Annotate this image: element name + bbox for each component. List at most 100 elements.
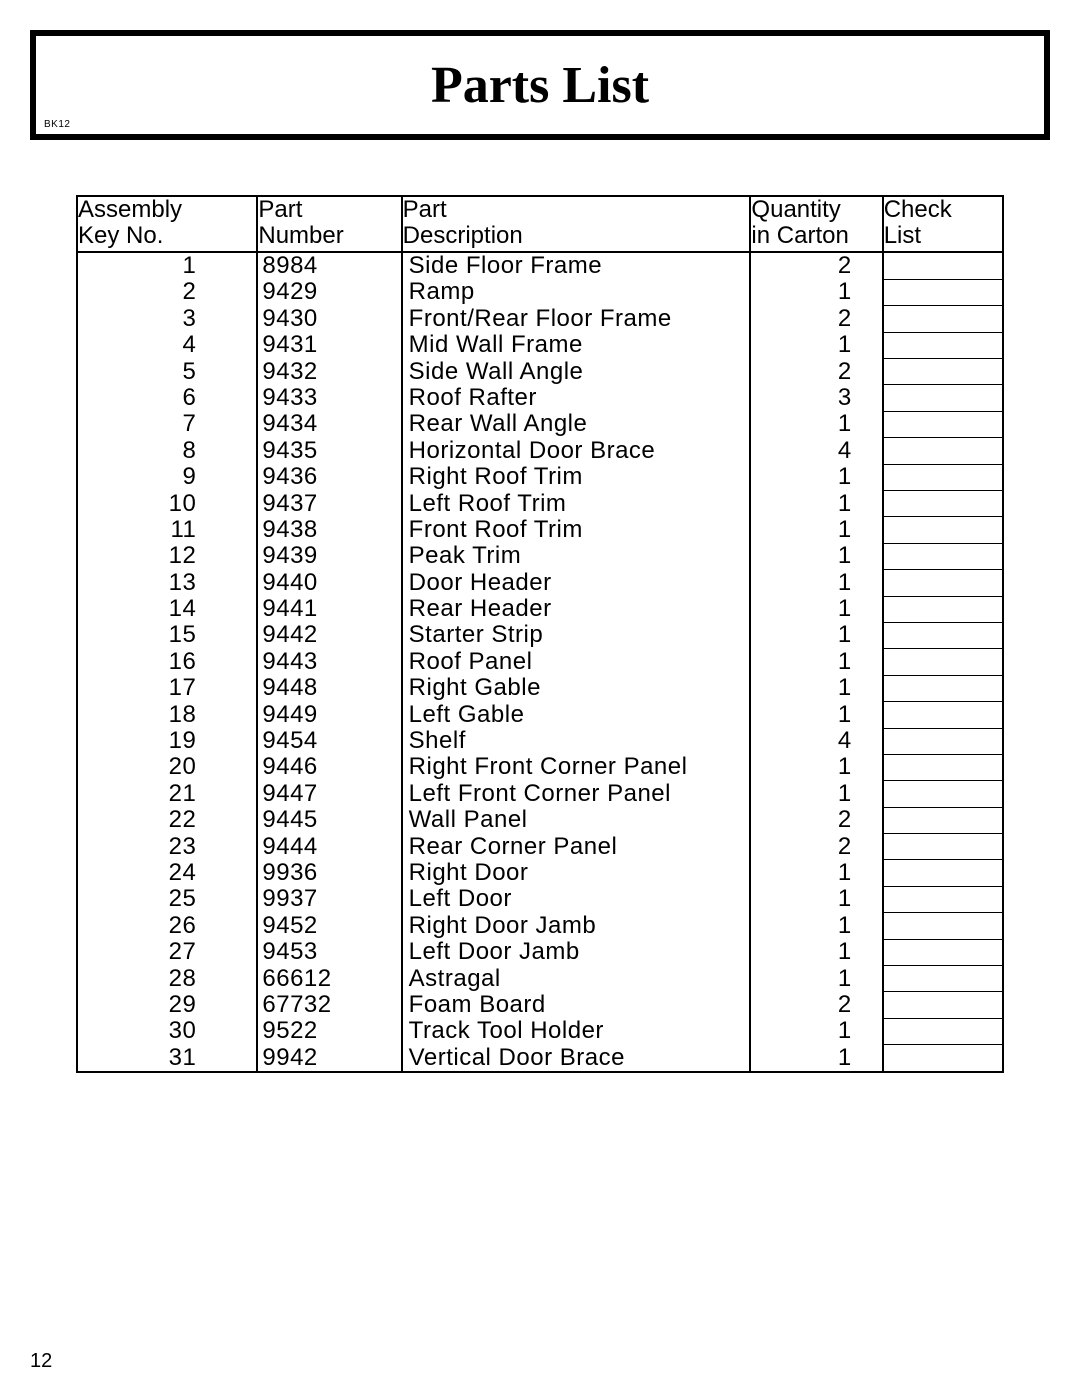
cell-qty: 1 (750, 913, 882, 939)
cell-part: 9443 (257, 649, 401, 675)
cell-part: 9446 (257, 754, 401, 780)
cell-qty: 1 (750, 649, 882, 675)
cell-desc: Right Front Corner Panel (402, 754, 751, 780)
cell-check (883, 491, 1003, 517)
cell-desc: Front/Rear Floor Frame (402, 306, 751, 332)
cell-check (883, 992, 1003, 1018)
table-row: 59432Side Wall Angle2 (77, 359, 1003, 385)
cell-key: 30 (77, 1018, 257, 1044)
table-row: 249936Right Door1 (77, 860, 1003, 886)
cell-check (883, 279, 1003, 305)
cell-desc: Right Door (402, 860, 751, 886)
table-row: 2967732Foam Board2 (77, 992, 1003, 1018)
table-row: 319942Vertical Door Brace1 (77, 1045, 1003, 1072)
cell-qty: 1 (750, 517, 882, 543)
cell-part: 9448 (257, 675, 401, 701)
col-header-part: Part Number (257, 196, 401, 252)
cell-check (883, 939, 1003, 965)
cell-part: 9432 (257, 359, 401, 385)
table-row: 239444Rear Corner Panel2 (77, 834, 1003, 860)
cell-key: 11 (77, 517, 257, 543)
cell-qty: 1 (750, 1018, 882, 1044)
parts-table: Assembly Key No. Part Number Part Descri… (76, 195, 1004, 1073)
cell-key: 3 (77, 306, 257, 332)
cell-key: 17 (77, 675, 257, 701)
cell-part: 9454 (257, 728, 401, 754)
table-row: 89435Horizontal Door Brace4 (77, 438, 1003, 464)
cell-desc: Peak Trim (402, 543, 751, 569)
cell-key: 21 (77, 781, 257, 807)
cell-key: 13 (77, 570, 257, 596)
cell-desc: Left Gable (402, 702, 751, 728)
cell-check (883, 359, 1003, 385)
cell-part: 8984 (257, 252, 401, 279)
col-header-check: Check List (883, 196, 1003, 252)
table-row: 39430Front/Rear Floor Frame2 (77, 306, 1003, 332)
cell-key: 7 (77, 411, 257, 437)
cell-key: 19 (77, 728, 257, 754)
table-row: 259937Left Door1 (77, 886, 1003, 912)
cell-key: 27 (77, 939, 257, 965)
cell-key: 14 (77, 596, 257, 622)
cell-part: 9442 (257, 622, 401, 648)
table-row: 109437Left Roof Trim1 (77, 491, 1003, 517)
page-number: 12 (30, 1350, 52, 1373)
cell-check (883, 675, 1003, 701)
table-row: 119438Front Roof Trim1 (77, 517, 1003, 543)
cell-part: 9445 (257, 807, 401, 833)
cell-desc: Rear Wall Angle (402, 411, 751, 437)
cell-qty: 4 (750, 438, 882, 464)
table-row: 269452Right Door Jamb1 (77, 913, 1003, 939)
cell-part: 9441 (257, 596, 401, 622)
parts-table-body: 18984Side Floor Frame229429Ramp139430Fro… (77, 252, 1003, 1072)
cell-check (883, 438, 1003, 464)
cell-desc: Side Floor Frame (402, 252, 751, 279)
parts-table-wrap: Assembly Key No. Part Number Part Descri… (76, 195, 1004, 1073)
cell-desc: Wall Panel (402, 807, 751, 833)
cell-qty: 1 (750, 279, 882, 305)
cell-part: 9453 (257, 939, 401, 965)
cell-key: 31 (77, 1045, 257, 1072)
cell-qty: 1 (750, 886, 882, 912)
cell-check (883, 332, 1003, 358)
cell-desc: Roof Panel (402, 649, 751, 675)
cell-key: 10 (77, 491, 257, 517)
cell-part: 9430 (257, 306, 401, 332)
cell-part: 9429 (257, 279, 401, 305)
cell-desc: Rear Corner Panel (402, 834, 751, 860)
cell-qty: 1 (750, 1045, 882, 1072)
cell-desc: Foam Board (402, 992, 751, 1018)
cell-part: 9437 (257, 491, 401, 517)
table-row: 209446Right Front Corner Panel1 (77, 754, 1003, 780)
cell-qty: 1 (750, 622, 882, 648)
cell-desc: Ramp (402, 279, 751, 305)
table-header-row: Assembly Key No. Part Number Part Descri… (77, 196, 1003, 252)
cell-qty: 2 (750, 834, 882, 860)
col-header-desc: Part Description (402, 196, 751, 252)
cell-part: 9431 (257, 332, 401, 358)
cell-desc: Right Door Jamb (402, 913, 751, 939)
cell-qty: 3 (750, 385, 882, 411)
cell-qty: 4 (750, 728, 882, 754)
table-row: 149441Rear Header1 (77, 596, 1003, 622)
cell-check (883, 596, 1003, 622)
cell-qty: 1 (750, 570, 882, 596)
cell-qty: 1 (750, 939, 882, 965)
cell-qty: 1 (750, 860, 882, 886)
table-row: 129439Peak Trim1 (77, 543, 1003, 569)
table-row: 169443Roof Panel1 (77, 649, 1003, 675)
cell-key: 20 (77, 754, 257, 780)
cell-desc: Roof Rafter (402, 385, 751, 411)
cell-part: 9449 (257, 702, 401, 728)
cell-desc: Mid Wall Frame (402, 332, 751, 358)
cell-desc: Astragal (402, 966, 751, 992)
table-row: 99436Right Roof Trim1 (77, 464, 1003, 490)
table-row: 229445Wall Panel2 (77, 807, 1003, 833)
cell-check (883, 860, 1003, 886)
cell-key: 26 (77, 913, 257, 939)
cell-check (883, 781, 1003, 807)
cell-key: 18 (77, 702, 257, 728)
cell-check (883, 728, 1003, 754)
cell-key: 2 (77, 279, 257, 305)
cell-check (883, 622, 1003, 648)
